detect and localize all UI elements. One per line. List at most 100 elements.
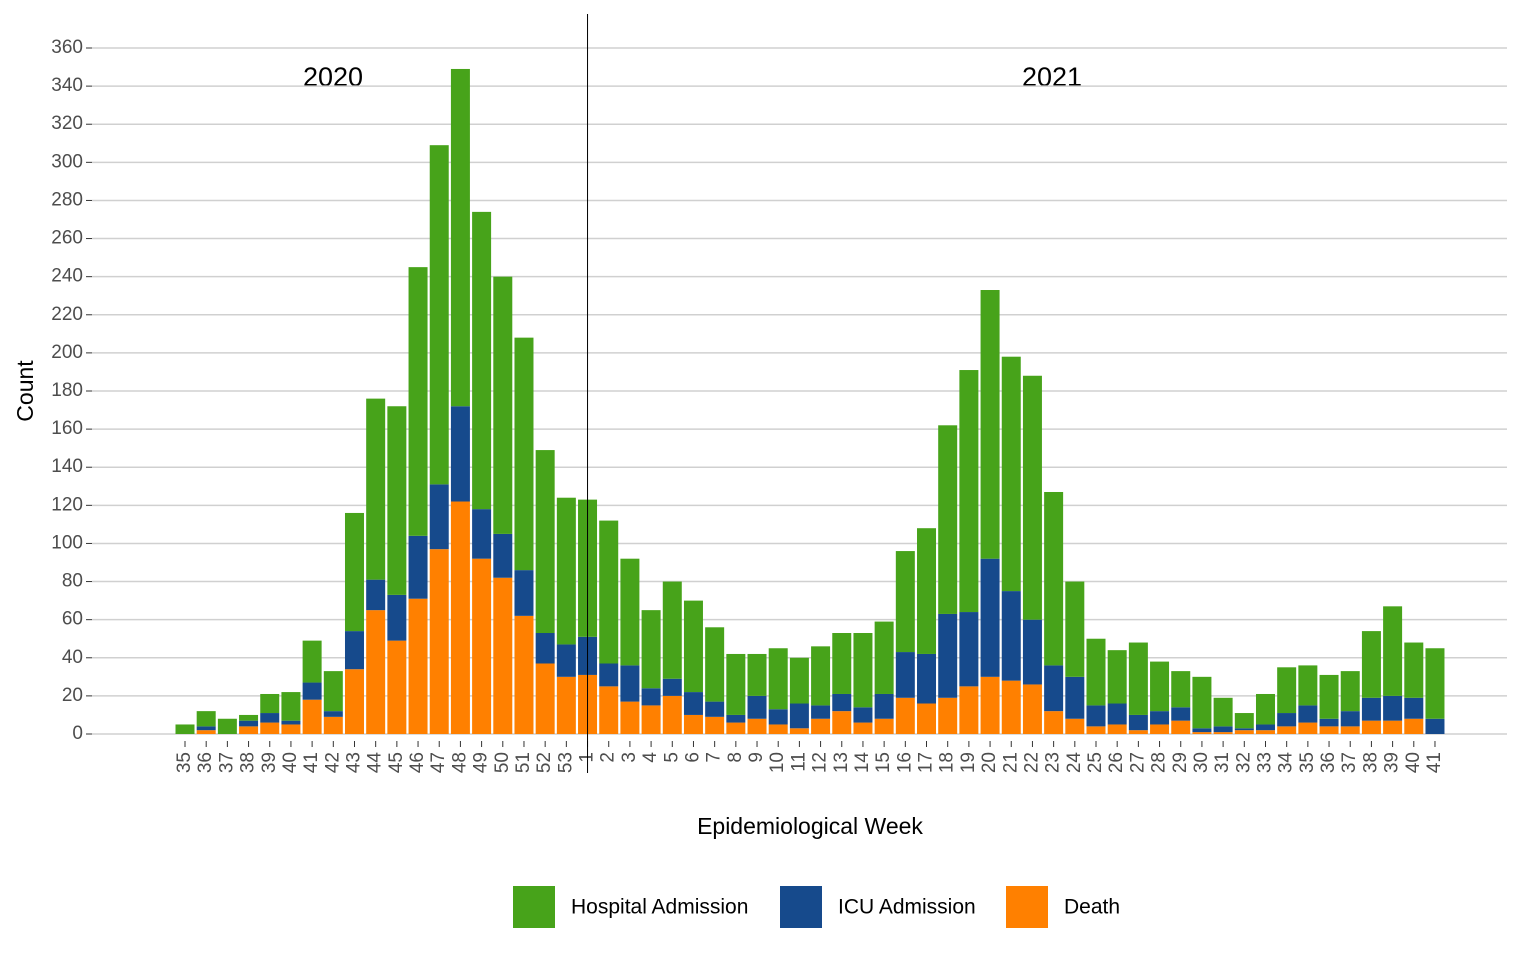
bar-segment (1022, 619, 1042, 685)
bar-segment (1022, 375, 1042, 620)
x-tick-label: 5 (661, 752, 682, 763)
x-tick-label: 23 (1043, 752, 1064, 773)
bar-segment (1044, 711, 1064, 734)
bar-segment (895, 551, 915, 653)
bar-segment (1044, 665, 1064, 712)
x-axis-title: Epidemiological Week (697, 813, 923, 839)
bar-segment (366, 579, 386, 611)
bar-segment (832, 711, 852, 734)
bar-segment (196, 730, 216, 734)
bar-segment (895, 697, 915, 734)
x-tick-label: 12 (810, 752, 831, 773)
bar-segment (1150, 724, 1170, 734)
x-tick-label: 47 (428, 752, 449, 773)
x-tick-label: 25 (1085, 752, 1106, 773)
bar-segment (683, 600, 703, 693)
x-tick-label: 17 (916, 752, 937, 773)
bar-segment (1213, 726, 1233, 733)
bar-segment (959, 686, 979, 734)
bar-segment (429, 549, 449, 734)
bar-segment (281, 692, 301, 721)
bar-segment (1255, 693, 1275, 725)
x-tick-label: 27 (1127, 752, 1148, 773)
legend-swatch (1006, 886, 1048, 928)
bar-segment (959, 612, 979, 687)
bar-segment (1277, 726, 1297, 734)
y-tick-label: 360 (51, 37, 83, 58)
y-tick-label: 200 (51, 342, 83, 363)
y-tick-label: 240 (51, 266, 83, 287)
x-tick-label: 53 (555, 752, 576, 773)
x-tick-label: 14 (852, 752, 873, 774)
bar-segment (556, 644, 576, 677)
bar-segment (1065, 676, 1085, 719)
bar-segment (1319, 726, 1339, 734)
y-tick-label: 0 (72, 723, 83, 744)
x-tick-label: 32 (1233, 752, 1254, 773)
bar-segment (1086, 705, 1106, 727)
x-tick-label: 20 (979, 752, 1000, 773)
bar-segment (239, 720, 259, 727)
bar-segment (1213, 697, 1233, 727)
y-tick-label: 180 (51, 380, 83, 401)
x-tick-label: 4 (640, 752, 661, 763)
bar-segment (472, 211, 492, 510)
year-annotation: 2020 (303, 62, 363, 92)
bar-segment (1150, 711, 1170, 725)
bar-segment (1234, 730, 1254, 734)
x-tick-label: 49 (471, 752, 492, 773)
x-tick-label: 24 (1064, 752, 1085, 774)
bar-segment (938, 425, 958, 614)
x-tick-label: 18 (937, 752, 958, 773)
y-tick-label: 300 (51, 151, 83, 172)
bar-segment (768, 709, 788, 725)
bar-segment (1361, 720, 1381, 734)
bar-segment (1234, 728, 1254, 731)
bar-segment (1086, 638, 1106, 706)
x-tick-label: 43 (344, 752, 365, 773)
bar-segment (1044, 491, 1064, 666)
bar-segment (811, 705, 831, 719)
x-tick-label: 2 (598, 752, 619, 763)
bar-segment (1065, 718, 1085, 734)
x-tick-label: 48 (449, 752, 470, 773)
bar-segment (747, 653, 767, 696)
y-tick-label: 160 (51, 418, 83, 439)
bar-segment (1171, 671, 1191, 708)
bar-segment (1107, 703, 1127, 725)
bar-segment (641, 705, 661, 734)
bar-segment (1255, 730, 1275, 734)
bar-segment (980, 558, 1000, 677)
x-tick-label: 52 (534, 752, 555, 773)
bar-segment (938, 613, 958, 698)
bar-segment (874, 718, 894, 734)
bar-segment (1298, 705, 1318, 723)
x-tick-label: 16 (894, 752, 915, 773)
bar-segment (1404, 642, 1424, 698)
grid (92, 47, 1507, 735)
bar-segment (1001, 680, 1021, 734)
bar-segment (747, 695, 767, 719)
bar-segment (620, 558, 640, 666)
bar-segment (196, 711, 216, 727)
x-tick-label: 13 (831, 752, 852, 773)
bar-segment (535, 663, 555, 734)
bar-segment (217, 718, 237, 734)
bar-segment (1425, 648, 1445, 719)
y-tick-label: 80 (62, 571, 83, 592)
x-tick-label: 40 (280, 752, 301, 773)
x-tick-label: 51 (513, 752, 534, 773)
bar-segment (599, 686, 619, 734)
y-tick-label: 220 (51, 304, 83, 325)
bar-segment (683, 692, 703, 715)
bar-segment (768, 724, 788, 734)
bar-segment (408, 267, 428, 536)
bar-segment (1128, 714, 1148, 731)
legend-label: Hospital Admission (571, 896, 748, 919)
bar-segment (1171, 720, 1191, 734)
bar-segment (1107, 724, 1127, 734)
bar-segment (1425, 718, 1445, 734)
legend-swatch (780, 886, 822, 928)
bar-segment (302, 699, 322, 734)
x-tick-label: 46 (407, 752, 428, 773)
